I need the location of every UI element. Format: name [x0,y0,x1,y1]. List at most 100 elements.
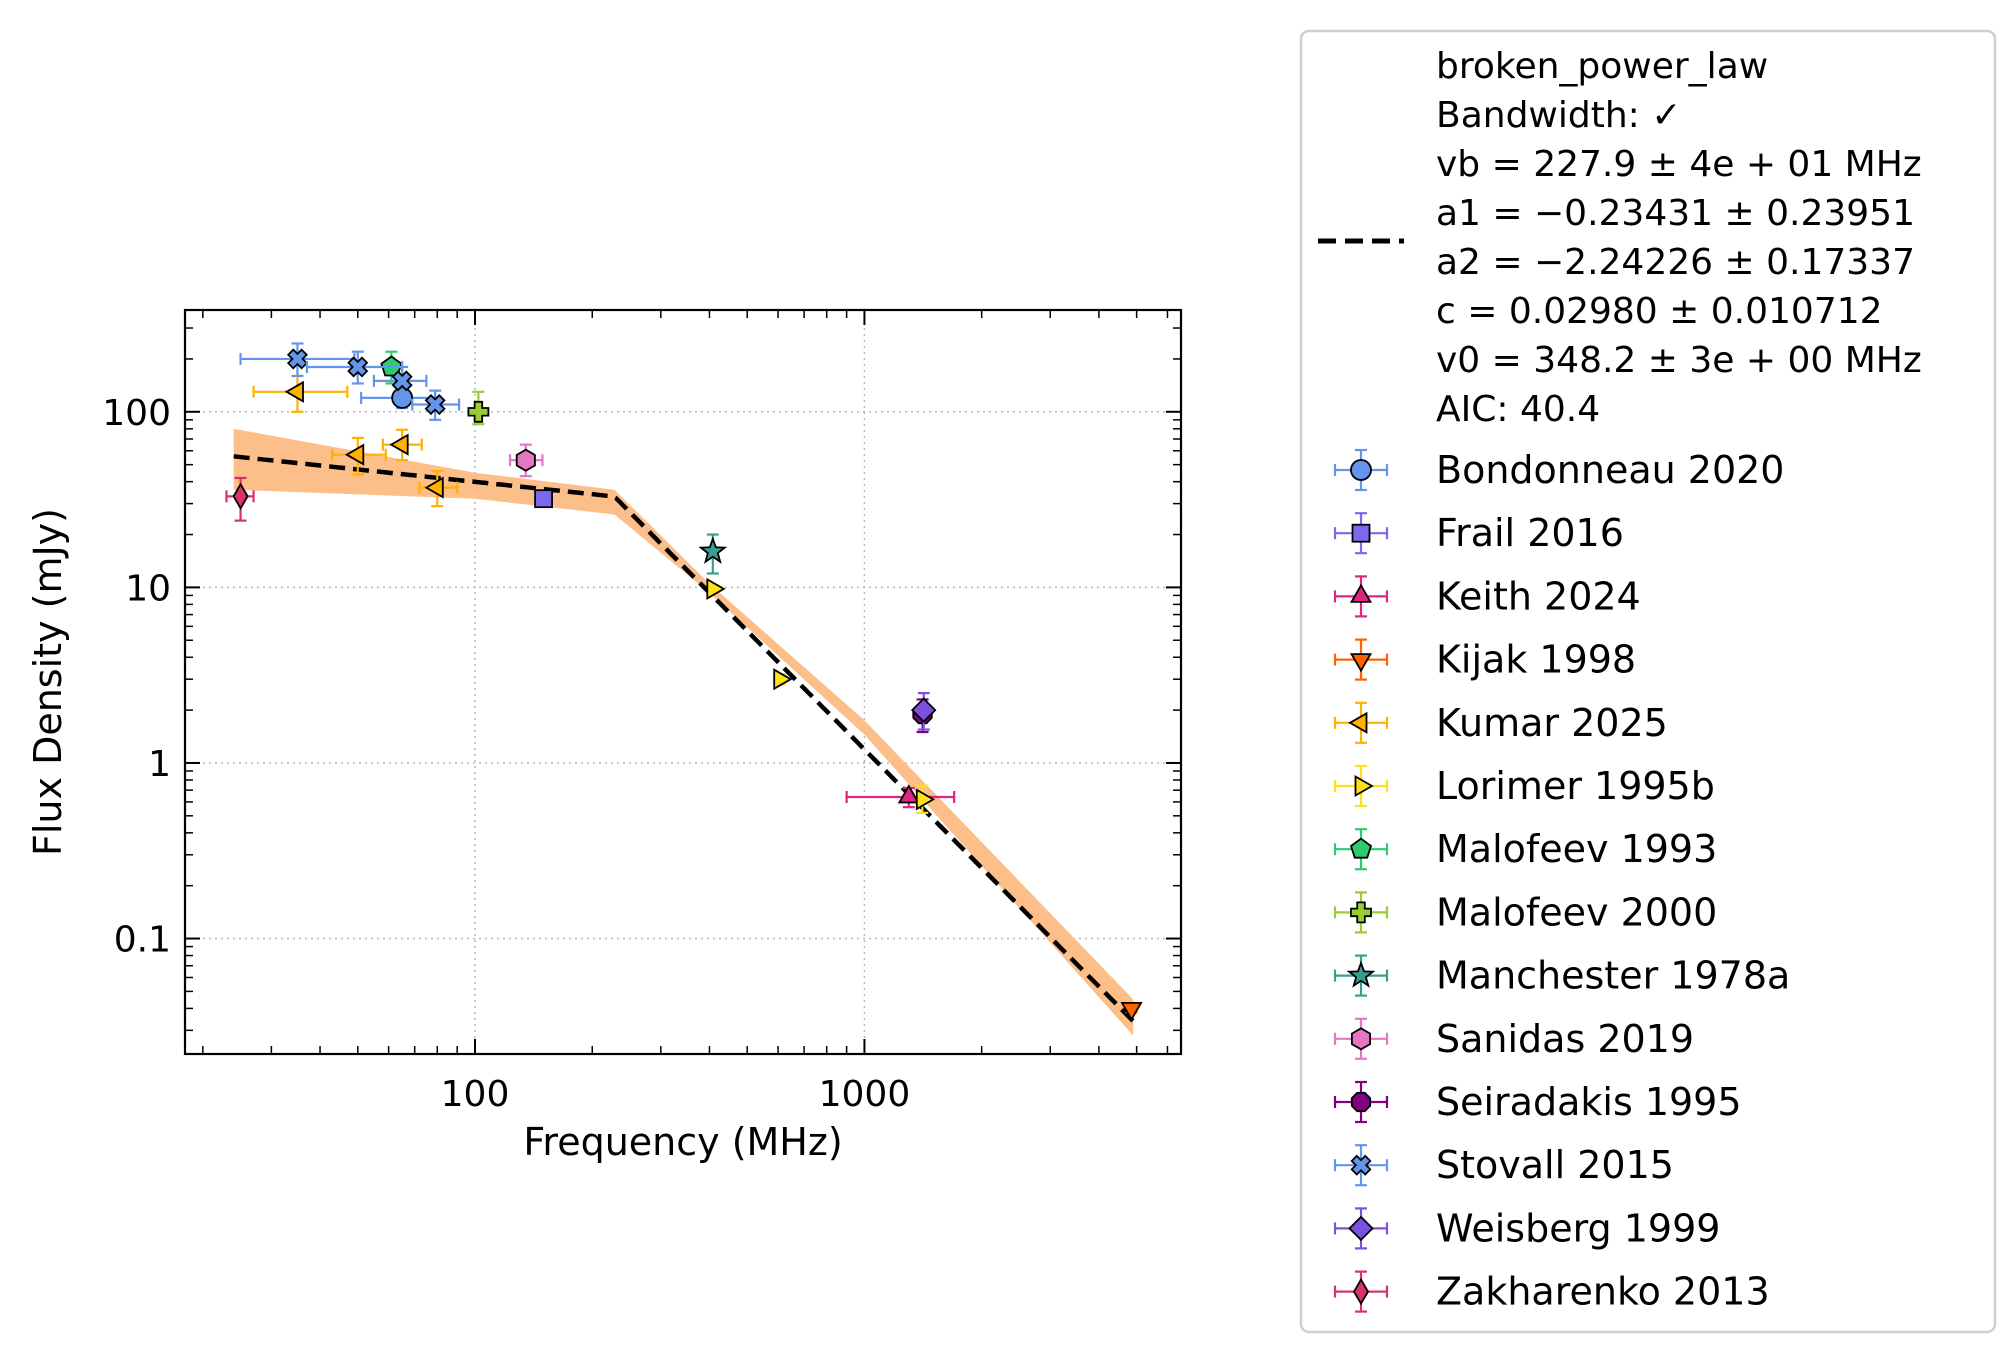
legend-frame [1299,29,1997,1334]
data-point [773,668,793,691]
legend-label: Keith 2024 [1436,574,1641,618]
legend-label: Zakharenko 2013 [1436,1270,1770,1314]
legend-entry-keith-2024: Keith 2024 [1333,574,1641,618]
plot-area: 100 1000 0.1 1 10 100 [102,308,1183,1115]
data-point [239,342,356,378]
legend-fit-line-7: AIC: 40.4 [1436,389,1600,430]
legend-entry-frail-2016: Frail 2016 [1333,511,1624,555]
legend-fit-line-2: vb = 227.9 ± 4e + 01 MHz [1436,144,1922,185]
legend-label: Manchester 1978a [1436,954,1790,998]
y-tick-label: 10 [125,568,171,609]
series-weisberg-1999 [910,691,937,731]
legend: broken_power_law Bandwidth: ✓ vb = 227.9 ±… [1299,29,1997,1334]
data-layer [225,342,1143,1036]
x-axis-label: Frequency (MHz) [523,1120,842,1164]
legend-fit-line-5: c = 0.02980 ± 0.010712 [1436,291,1883,332]
y-tick-label: 1 [148,744,171,785]
legend-marker [1349,837,1373,859]
point-marker [915,788,936,811]
legend-label: Kijak 1998 [1436,638,1636,682]
fit-line [233,454,1135,1023]
legend-entry-seiradakis-1995: Seiradakis 1995 [1333,1080,1742,1124]
legend-label: Weisberg 1999 [1436,1206,1720,1250]
legend-fit-line-4: a2 = −2.24226 ± 0.17337 [1436,242,1915,283]
legend-marker [1349,653,1373,673]
series-stovall-2015 [239,342,461,421]
data-point [331,436,387,476]
legend-label: Lorimer 1995b [1436,764,1715,808]
grid-lines [185,310,1181,1054]
data-point [910,691,937,731]
point-marker [389,433,409,456]
legend-entry-kijak-1998: Kijak 1998 [1333,638,1636,682]
legend-fit-line-6: v0 = 348.2 ± 3e + 00 MHz [1436,340,1922,381]
series-kumar-2025 [252,374,459,508]
data-point [467,390,490,426]
legend-entry-zakharenko-2013: Zakharenko 2013 [1333,1270,1770,1314]
legend-entry-malofeev-1993: Malofeev 1993 [1333,827,1717,871]
x-tick-label: 1000 [819,1074,911,1115]
legend-entry-manchester-1978a: Manchester 1978a [1333,954,1790,998]
point-marker [773,668,793,691]
legend-entry-kumar-2025: Kumar 2025 [1333,701,1668,745]
data-point [305,350,404,385]
point-marker [424,476,444,499]
point-marker [345,443,365,466]
legend-label: Bondonneau 2020 [1436,448,1784,492]
point-marker [232,482,249,511]
point-marker [424,394,446,416]
data-point [698,533,728,575]
point-marker [286,348,308,370]
point-marker [910,697,937,723]
legend-entry-sanidas-2019: Sanidas 2019 [1333,1017,1694,1061]
y-tick-label: 0.1 [114,920,171,961]
legend-marker [1350,901,1372,924]
legend-marker [1350,1091,1372,1113]
data-point [252,374,349,413]
legend-label: Kumar 2025 [1436,701,1668,745]
data-point [915,784,936,814]
y-axis-label: Flux Density (mJy) [26,508,70,856]
plot-frame [183,308,1183,1056]
legend-marker [1349,583,1373,603]
data-point [1120,1002,1143,1022]
data-point [381,428,423,462]
legend-marker [1351,523,1371,543]
legend-entry-stovall-2015: Stovall 2015 [1333,1143,1674,1187]
legend-marker [1351,1027,1371,1051]
legend-fit-label: broken_power_law Bandwidth: ✓ vb = 227.9 ±… [1436,46,1922,430]
legend-marker [1350,1154,1372,1176]
point-marker [706,577,726,600]
legend-fit-line-0: broken_power_law [1436,46,1768,87]
legend-label: Stovall 2015 [1436,1143,1674,1187]
y-tick-label: 100 [102,393,171,434]
point-marker [284,380,304,403]
data-points [225,342,1143,1022]
point-marker [897,784,920,804]
series-sanidas-2019 [508,443,544,478]
point-marker [467,400,490,423]
point-marker [1120,1002,1143,1022]
axis-ticks: 100 1000 0.1 1 10 100 [102,310,1181,1115]
series-manchester-1978a [698,533,728,575]
legend-label: Frail 2016 [1436,511,1624,555]
series-frail-2016 [534,489,553,509]
series-kijak-1998 [1120,1002,1143,1022]
data-point [706,577,726,600]
legend-entry-weisberg-1999: Weisberg 1999 [1333,1206,1720,1250]
x-tick-label: 100 [441,1074,510,1115]
legend-marker [1346,960,1376,988]
legend-fit-line-1: Bandwidth: ✓ [1436,95,1681,136]
data-point [845,784,956,809]
point-marker [534,489,553,509]
legend-marker [1352,1277,1370,1306]
legend-entry-lorimer-1995b: Lorimer 1995b [1333,764,1715,808]
data-point [534,489,553,509]
legend-entry-malofeev-2000: Malofeev 2000 [1333,890,1717,934]
legend-label: Malofeev 2000 [1436,890,1717,934]
data-point [411,389,461,421]
point-marker [515,448,536,472]
legend-marker [1348,711,1368,734]
legend-label: Seiradakis 1995 [1436,1080,1742,1124]
legend-label: Malofeev 1993 [1436,827,1717,871]
